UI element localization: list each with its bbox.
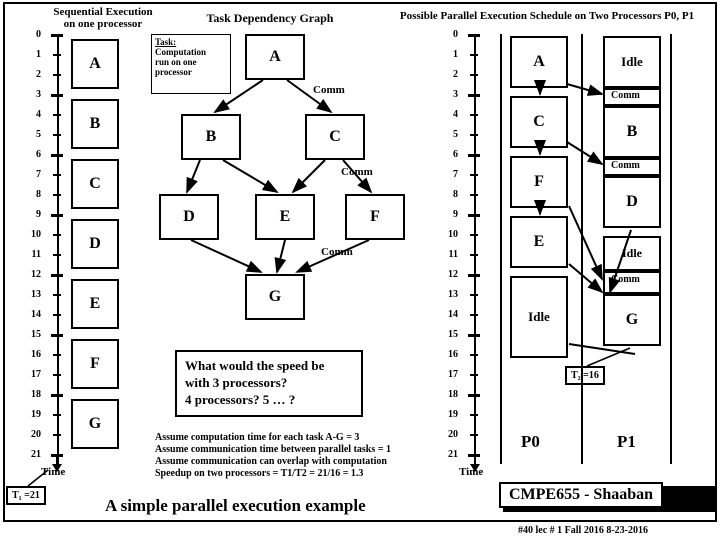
task-def-box: Task: Computation run on one processor: [151, 34, 231, 94]
p0-idle: Idle: [510, 276, 568, 358]
a4: Speedup on two processors = T1/T2 = 21/1…: [155, 468, 435, 480]
q-l2: with 3 processors?: [185, 375, 353, 392]
q-l3: 4 processors? 5 … ?: [185, 392, 353, 409]
a2: Assume communication time between parall…: [155, 444, 435, 456]
p1-label: P1: [617, 432, 636, 452]
a1: Assume computation time for each task A-…: [155, 432, 435, 444]
par-header: Possible Parallel Execution Schedule on …: [377, 10, 717, 22]
dep-b: B: [181, 114, 241, 160]
p0-c: C: [510, 96, 568, 148]
p1-idle1: Idle: [603, 36, 661, 88]
dep-header: Task Dependency Graph: [195, 12, 345, 25]
p1-g: G: [603, 294, 661, 346]
dep-d: D: [159, 194, 219, 240]
q-l1: What would the speed be: [185, 358, 353, 375]
par-timeline: 0123456789101112131415161718192021: [460, 34, 490, 464]
footnote: #40 lec # 1 Fall 2016 8-23-2016: [518, 525, 648, 536]
p0-a: A: [510, 36, 568, 88]
seq-timeline: 0123456789101112131415161718192021: [43, 34, 73, 464]
seq-header: Sequential Execution on one processor: [43, 6, 163, 30]
seq-task-e: E: [71, 279, 119, 329]
seq-task-a: A: [71, 39, 119, 89]
main-title: A simple parallel execution example: [105, 496, 366, 516]
p0-e: E: [510, 216, 568, 268]
p1-d: D: [603, 176, 661, 228]
comm-lbl-1: Comm: [313, 84, 345, 96]
dep-e: E: [255, 194, 315, 240]
p0-f: F: [510, 156, 568, 208]
p1-b: B: [603, 106, 661, 158]
question-box: What would the speed be with 3 processor…: [175, 350, 363, 417]
time-arrow-r: [465, 454, 485, 474]
dep-g: G: [245, 274, 305, 320]
class-box: CMPE655 - Shaaban: [499, 482, 663, 508]
task-def-desc: Computation run on one processor: [155, 48, 227, 78]
assume-block: Assume computation time for each task A-…: [155, 432, 435, 480]
dep-c: C: [305, 114, 365, 160]
comm-lbl-2: Comm: [341, 166, 373, 178]
t1-leader: [24, 468, 54, 488]
seq-task-g: G: [71, 399, 119, 449]
p1-idle2: Idle: [603, 236, 661, 271]
dep-a: A: [245, 34, 305, 80]
dep-f: F: [345, 194, 405, 240]
seq-task-b: B: [71, 99, 119, 149]
a3: Assume communication can overlap with co…: [155, 456, 435, 468]
seq-task-d: D: [71, 219, 119, 269]
seq-task-c: C: [71, 159, 119, 209]
t2-leader: [565, 346, 645, 376]
p0-label: P0: [521, 432, 540, 452]
seq-task-f: F: [71, 339, 119, 389]
slide-frame: Sequential Execution on one processor Ta…: [3, 2, 717, 522]
comm-lbl-3: Comm: [321, 246, 353, 258]
t1-box: T₁ =21: [6, 486, 46, 505]
